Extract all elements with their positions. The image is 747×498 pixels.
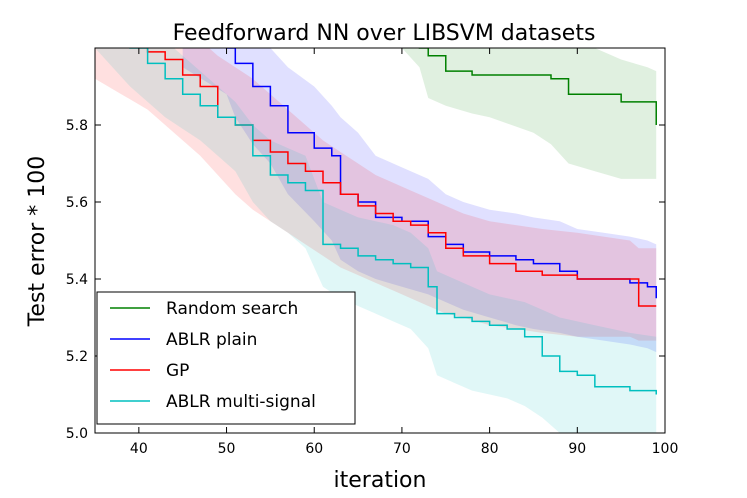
x-tick-label: 90 [568,441,586,457]
series-lines [129,48,657,395]
y-tick-label: 5.2 [66,349,88,365]
legend-label-ablr-plain: ABLR plain [166,330,257,350]
plot-frame [94,47,666,434]
random-search-band [95,48,657,179]
x-axis-label: iteration [334,468,427,493]
ablr-multi-signal-band [95,48,657,433]
gp-line [146,48,657,307]
x-tick-label: 80 [481,441,499,457]
random-search-line [418,48,657,125]
ablr-multi-signal-line [129,48,657,395]
ablr-plain-band [182,48,657,353]
legend-label-gp: GP [166,361,189,381]
y-tick-label: 5.4 [66,272,88,288]
y-tick-label: 5.0 [66,426,88,442]
x-tick-label: 40 [130,441,148,457]
y-tick-label: 5.6 [66,195,88,211]
x-tick-label: 50 [218,441,236,457]
x-axis-ticks: 40 50 60 70 80 90 100 [130,48,678,457]
chart-title: Feedforward NN over LIBSVM datasets [173,21,596,46]
legend-box [96,291,356,425]
x-tick-label: 70 [393,441,411,457]
legend-label-ablr-multi-signal: ABLR multi-signal [166,392,316,412]
x-tick-label: 60 [305,441,323,457]
x-tick-label: 100 [652,441,679,457]
legend-label-random-search: Random search [166,299,298,319]
y-tick-label: 5.8 [66,118,88,134]
y-axis-label: Test error * 100 [25,156,50,328]
y-axis-ticks: 5.0 5.2 5.4 5.6 5.8 [66,118,665,442]
legend: Random search ABLR plain GP ABLR multi-sign… [96,291,356,425]
